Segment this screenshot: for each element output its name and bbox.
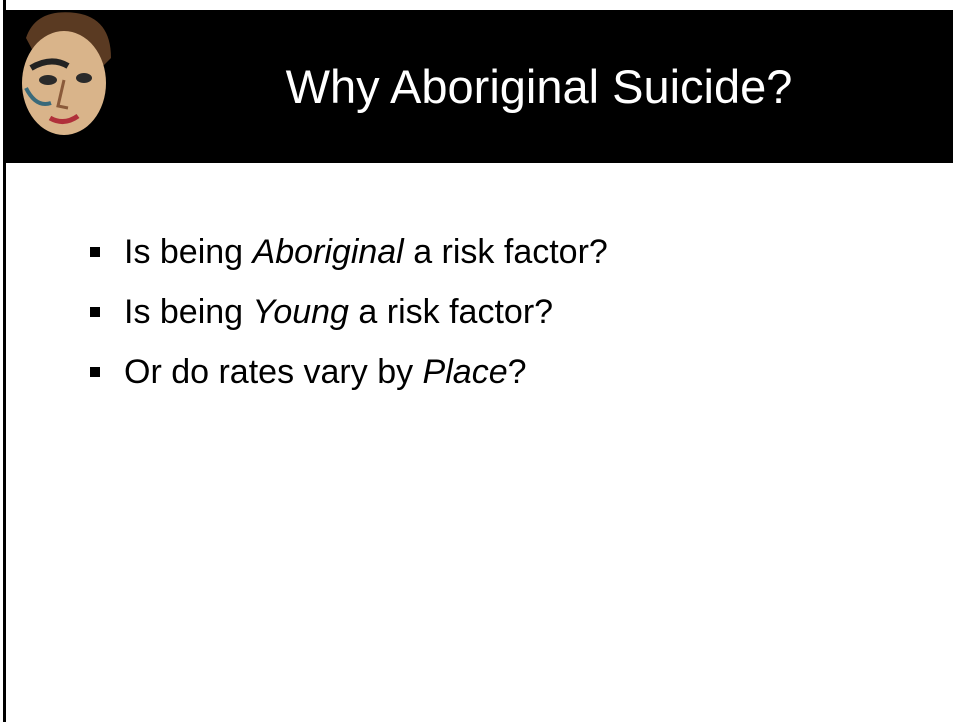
bullet-text: Or do rates vary by xyxy=(124,353,423,391)
mask-icon xyxy=(6,8,118,138)
bullet-emphasis: Young xyxy=(253,293,349,331)
bullet-text: a risk factor? xyxy=(349,293,553,331)
bullet: Or do rates vary by Place? xyxy=(90,342,608,402)
bullet: Is being Young a risk factor? xyxy=(90,282,608,342)
bullet-list: Is being Aboriginal a risk factor? Is be… xyxy=(90,222,608,402)
bullet-text: a risk factor? xyxy=(404,233,608,271)
title: Why Aboriginal Suicide? xyxy=(125,10,953,163)
bullet-emphasis: Aboriginal xyxy=(253,233,404,271)
bullet-text: ? xyxy=(508,353,527,391)
slide: Why Aboriginal Suicide? Is being Aborigi… xyxy=(0,0,953,722)
bullet-emphasis: Place xyxy=(423,353,508,391)
bullet-text: Is being xyxy=(124,233,253,271)
header: Why Aboriginal Suicide? xyxy=(5,10,953,163)
bullet: Is being Aboriginal a risk factor? xyxy=(90,222,608,282)
bullet-text: Is being xyxy=(124,293,253,331)
